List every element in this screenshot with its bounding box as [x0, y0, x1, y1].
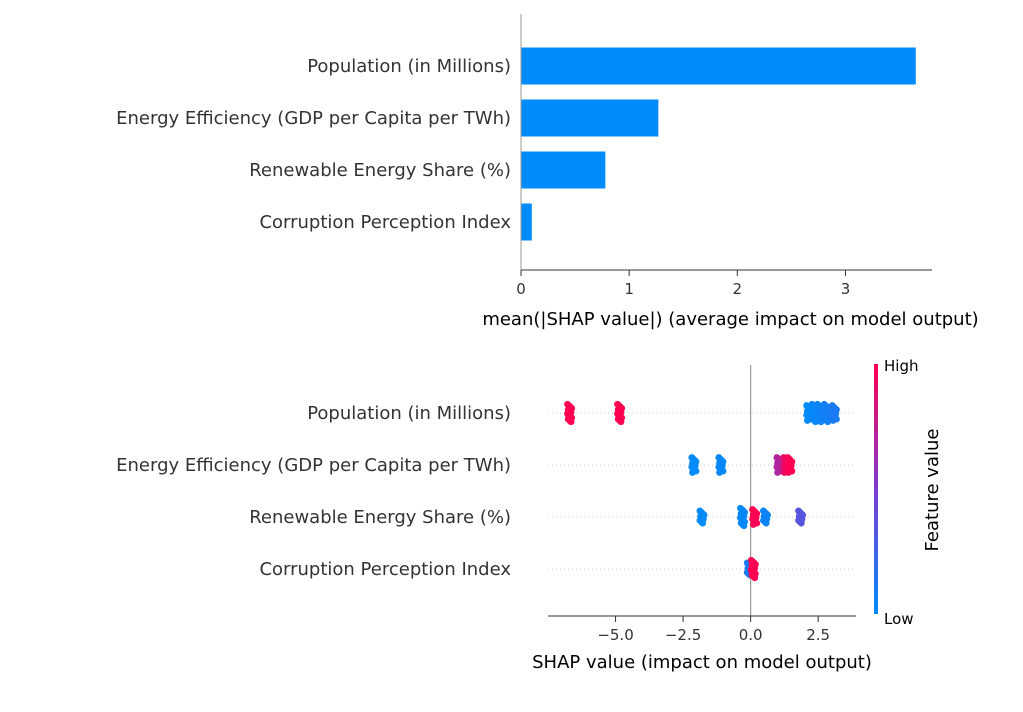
bar-label-population-in-millions: Population (in Millions) — [307, 56, 511, 77]
feature-value-colorbar: High Low Feature value — [874, 357, 943, 628]
beeswarm-label-energy-efficiency-gdp-per-capita-per-twh: Energy Efficiency (GDP per Capita per TW… — [116, 455, 511, 476]
colorbar-low-label: Low — [884, 610, 914, 628]
beeswarm-tick-label: −2.5 — [665, 626, 701, 644]
colorbar-gradient — [874, 364, 878, 614]
beeswarm-tick-label: −5.0 — [597, 626, 633, 644]
bar-x-axis-label: mean(|SHAP value|) (average impact on mo… — [482, 309, 978, 330]
shap-point — [824, 418, 832, 426]
shap-point — [829, 417, 837, 424]
colorbar-high-label: High — [884, 357, 918, 375]
shap-point — [617, 418, 625, 426]
beeswarm-tick-label: 2.5 — [806, 626, 830, 644]
bar-tick-label: 1 — [624, 280, 634, 298]
shap-point — [797, 519, 805, 527]
shap-point — [716, 469, 723, 476]
mean-shap-bar-chart: Population (in Millions) Energy Efficienc… — [116, 14, 979, 330]
shap-point — [785, 469, 792, 476]
bar-tick-label: 0 — [516, 280, 526, 298]
shap-point — [689, 469, 696, 476]
shap-point — [740, 522, 748, 530]
shap-point — [803, 417, 811, 424]
bar-renewable-energy-share — [521, 151, 606, 189]
shap-point — [751, 574, 759, 582]
shap-beeswarm-chart: Population (in Millions) Energy Efficienc… — [116, 365, 872, 673]
bar-corruption-perception-index — [521, 203, 532, 241]
beeswarm-label-corruption-perception-index: Corruption Perception Index — [259, 559, 511, 580]
bar-label-corruption-perception-index: Corruption Perception Index — [259, 212, 511, 233]
beeswarm-label-population-in-millions: Population (in Millions) — [307, 403, 511, 424]
beeswarm-x-axis-label: SHAP value (impact on model output) — [532, 652, 872, 673]
beeswarm-tick-label: 0.0 — [739, 626, 763, 644]
bar-label-energy-efficiency-gdp-per-capita-per-twh: Energy Efficiency (GDP per Capita per TW… — [116, 108, 511, 129]
shap-point — [749, 521, 757, 528]
bar-label-renewable-energy-share: Renewable Energy Share (%) — [249, 160, 511, 181]
shap-point — [774, 469, 781, 476]
bar-tick-label: 3 — [841, 280, 851, 298]
colorbar-title: Feature value — [922, 429, 943, 552]
bar-tick-label: 2 — [733, 280, 743, 298]
bar-population-in-millions — [521, 47, 916, 85]
shap-point — [699, 519, 707, 527]
bar-energy-efficiency-gdp-per-capita-per-twh — [521, 99, 659, 137]
shap-point — [762, 519, 770, 527]
beeswarm-label-renewable-energy-share: Renewable Energy Share (%) — [249, 507, 511, 528]
shap-point — [567, 418, 575, 426]
